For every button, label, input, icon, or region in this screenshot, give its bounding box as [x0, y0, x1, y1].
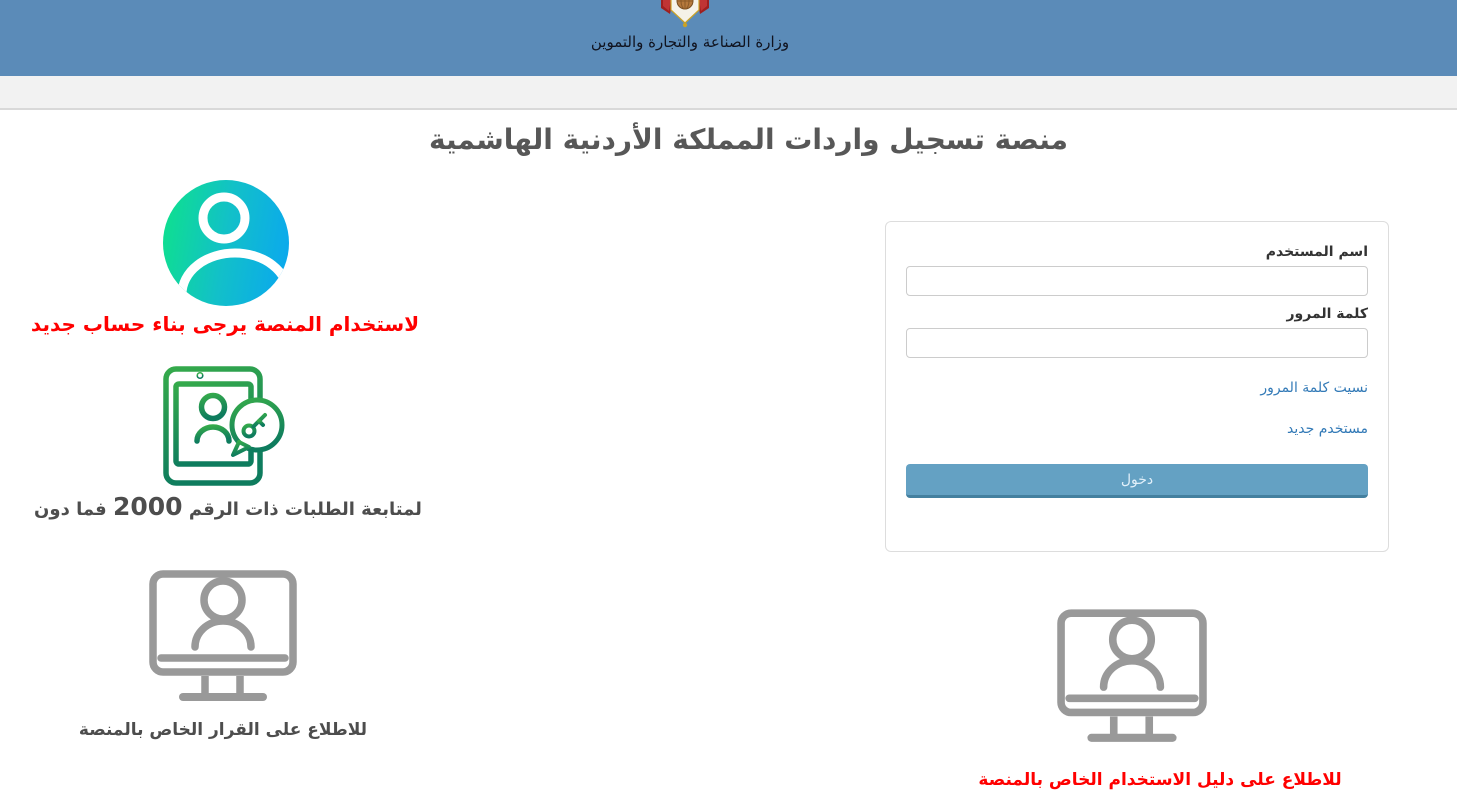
decision-monitor-icon[interactable] [149, 570, 297, 708]
tablet-login-key-icon[interactable] [163, 366, 289, 492]
manual-monitor-icon[interactable] [1057, 608, 1207, 750]
new-account-avatar-icon[interactable] [163, 180, 289, 306]
decision-note: للاطلاع على القرار الخاص بالمنصة [78, 720, 368, 740]
track-requests-prefix: لمتابعة الطلبات ذات الرقم [182, 499, 422, 520]
username-input[interactable] [906, 266, 1368, 296]
login-button[interactable]: دخول [906, 464, 1368, 498]
top-header-bar: وزارة الصناعة والتجارة والتموين [0, 0, 1457, 76]
track-requests-note: لمتابعة الطلبات ذات الرقم 2000 فما دون [0, 492, 456, 521]
password-input[interactable] [906, 328, 1368, 358]
forgot-password-link[interactable]: نسيت كلمة المرور [1260, 380, 1368, 396]
secondary-nav-bar [0, 76, 1457, 110]
manual-note: للاطلاع على دليل الاستخدام الخاص بالمنصة [978, 770, 1342, 790]
ministry-name: وزارة الصناعة والتجارة والتموين [590, 33, 790, 51]
track-requests-number: 2000 [112, 492, 183, 521]
new-user-link[interactable]: مستخدم جديد [1287, 421, 1368, 437]
page-title: منصة تسجيل واردات المملكة الأردنية الهاش… [429, 123, 1068, 156]
jordan-coat-of-arms-icon [659, 0, 711, 35]
login-form: اسم المستخدم كلمة المرور نسيت كلمة المرو… [885, 221, 1389, 552]
username-label: اسم المستخدم [1265, 244, 1368, 260]
password-label: كلمة المرور [1286, 306, 1368, 322]
new-account-note: لاستخدام المنصة يرجى بناء حساب جديد [30, 312, 420, 336]
track-requests-suffix: فما دون [34, 499, 113, 520]
